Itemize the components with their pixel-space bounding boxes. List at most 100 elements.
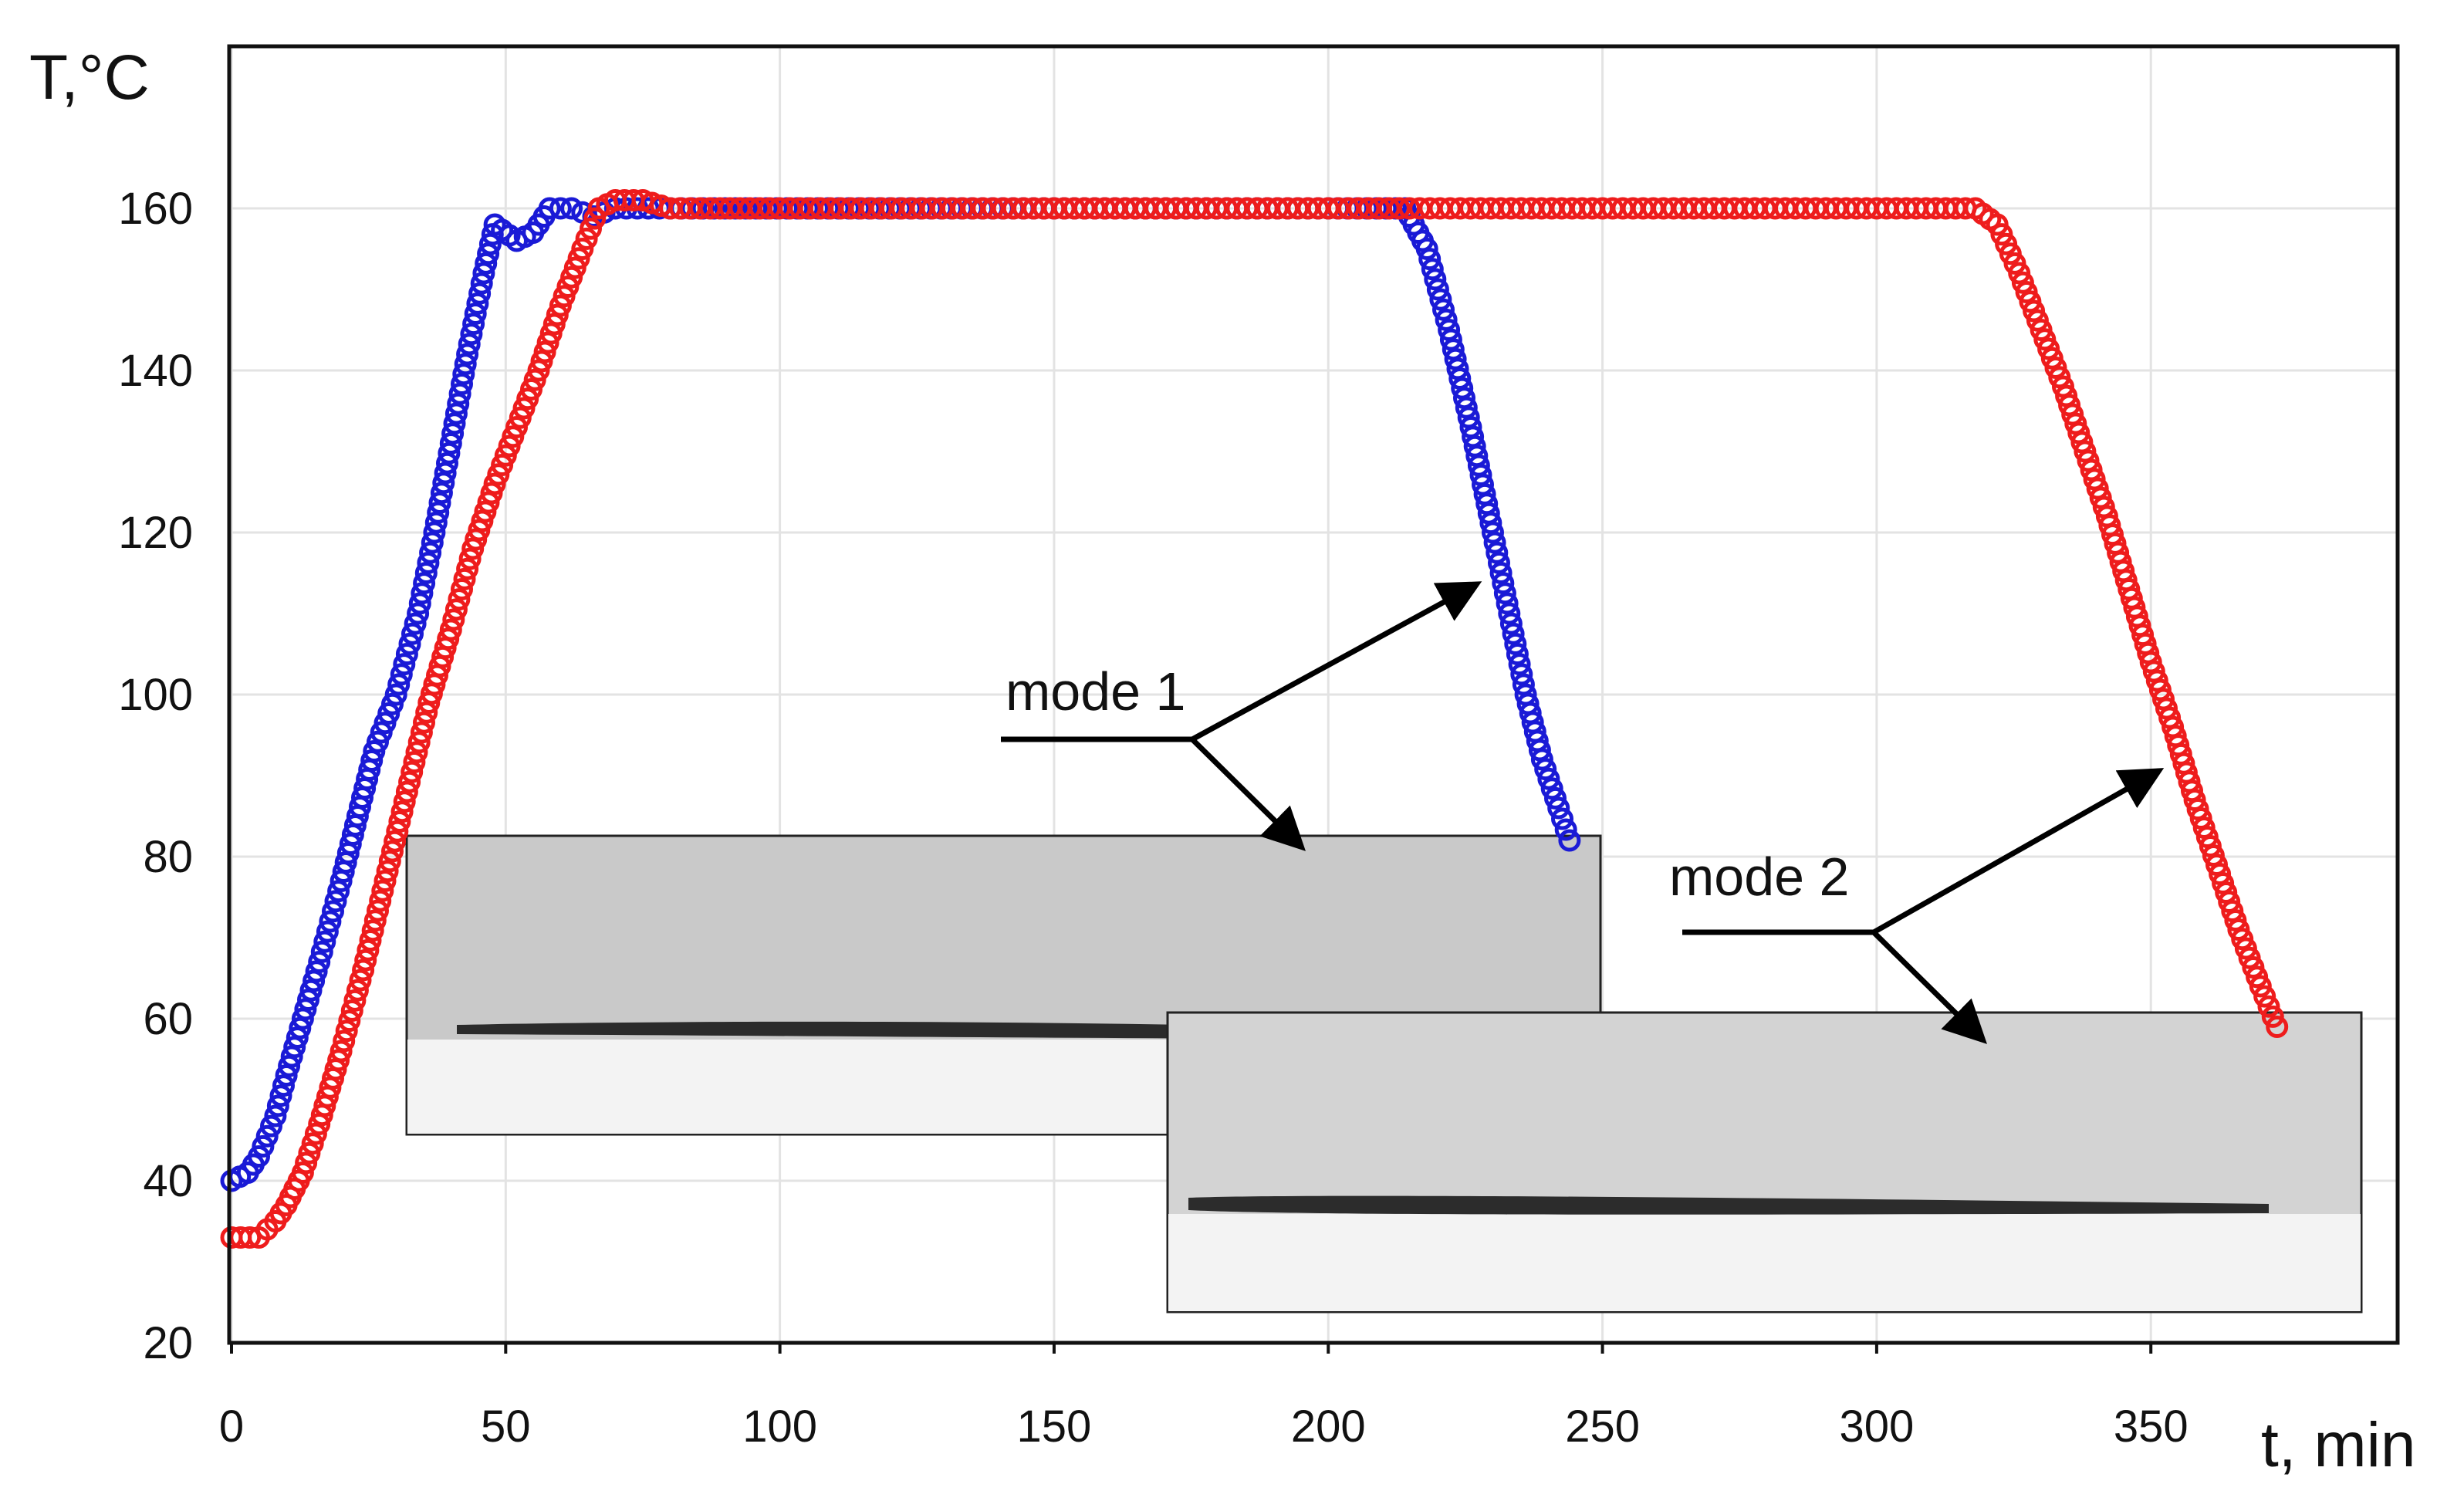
- data-series: [220, 189, 2289, 1249]
- data-point: [343, 989, 367, 1012]
- data-point: [1544, 786, 1567, 810]
- data-point: [390, 663, 413, 686]
- data-point: [305, 960, 328, 983]
- data-point: [359, 929, 382, 952]
- data-point: [1540, 777, 1563, 800]
- x-tick-label: 150: [1017, 1401, 1092, 1452]
- data-point: [301, 1132, 324, 1155]
- data-point: [252, 1134, 275, 1158]
- x-axis-title: t, min: [2261, 1410, 2415, 1480]
- data-point: [363, 909, 387, 932]
- data-point: [346, 979, 369, 1002]
- data-point: [386, 820, 409, 843]
- data-point: [414, 562, 438, 584]
- tick-labels: 20 40 60 80 100 120 140 160 0 50 100 150 200 250 300 35…: [118, 184, 2188, 1452]
- data-point: [295, 1151, 318, 1175]
- data-point: [434, 462, 457, 485]
- data-point: [1508, 653, 1531, 676]
- data-point: [238, 1226, 262, 1249]
- data-point: [388, 810, 411, 833]
- data-point: [1528, 739, 1551, 762]
- data-point: [1483, 531, 1506, 554]
- data-point: [357, 938, 380, 962]
- data-point: [448, 588, 471, 611]
- data-point: [2257, 995, 2280, 1018]
- data-point: [333, 1030, 356, 1053]
- data-point: [248, 1145, 270, 1168]
- y-tick-label: 160: [118, 184, 193, 234]
- data-point: [376, 860, 399, 883]
- x-tick-label: 200: [1291, 1401, 1366, 1452]
- data-point: [1547, 796, 1570, 820]
- data-point: [384, 683, 407, 706]
- data-point: [447, 392, 470, 415]
- data-point: [2249, 975, 2272, 998]
- data-point: [393, 790, 416, 813]
- data-point: [1558, 829, 1581, 852]
- data-point: [327, 1049, 350, 1072]
- data-point: [1502, 622, 1525, 645]
- data-point: [453, 567, 476, 590]
- data-point: [260, 1114, 282, 1138]
- data-point: [413, 572, 436, 595]
- data-point: [255, 1124, 279, 1148]
- data-point: [401, 622, 424, 645]
- y-tick-label: 20: [143, 1318, 193, 1368]
- data-point: [335, 1019, 358, 1043]
- data-point: [1418, 248, 1442, 271]
- series-2: [220, 189, 2289, 1249]
- mode-2-arrow-upper: [1872, 768, 2165, 935]
- data-point: [1537, 767, 1560, 790]
- data-point: [1493, 582, 1516, 605]
- data-point: [352, 958, 375, 982]
- data-point: [378, 850, 401, 873]
- data-point: [452, 363, 475, 386]
- data-point: [580, 217, 602, 240]
- data-point: [451, 578, 473, 600]
- data-point: [466, 292, 489, 315]
- data-point: [407, 731, 431, 754]
- data-point: [361, 919, 384, 942]
- data-point: [393, 653, 416, 676]
- data-point: [538, 197, 561, 220]
- data-point: [464, 303, 487, 325]
- data-point: [338, 1009, 361, 1033]
- data-point: [470, 272, 493, 295]
- y-tick-label: 60: [143, 994, 193, 1044]
- data-point: [571, 238, 594, 260]
- data-point: [371, 879, 394, 902]
- data-point: [319, 910, 342, 933]
- data-point: [583, 207, 607, 230]
- data-point: [304, 1122, 327, 1145]
- data-point: [266, 1094, 289, 1117]
- data-point: [2261, 1005, 2284, 1028]
- data-point: [456, 343, 479, 366]
- y-tick-label: 80: [143, 832, 193, 882]
- data-point: [373, 870, 397, 892]
- data-point: [423, 521, 446, 544]
- data-point: [1426, 278, 1449, 301]
- x-tick-label: 100: [742, 1401, 817, 1452]
- data-point: [408, 592, 431, 615]
- data-point: [340, 999, 363, 1022]
- x-tick-label: 350: [2114, 1401, 2189, 1452]
- data-point: [575, 227, 598, 250]
- x-tick-label: 50: [481, 1401, 531, 1452]
- data-point: [458, 333, 481, 356]
- data-point: [1429, 288, 1452, 311]
- data-point: [367, 899, 389, 922]
- data-point: [1415, 238, 1438, 260]
- data-point: [1489, 562, 1513, 584]
- data-point: [1499, 612, 1523, 635]
- data-point: [439, 618, 462, 641]
- data-point: [413, 711, 435, 734]
- data-point: [269, 1084, 292, 1107]
- data-point: [398, 770, 421, 793]
- data-point: [1510, 663, 1533, 686]
- data-point: [1421, 258, 1444, 281]
- data-point: [456, 557, 479, 580]
- data-point: [441, 422, 465, 445]
- y-tick-label: 120: [118, 508, 193, 558]
- data-point: [310, 940, 333, 963]
- data-point: [436, 451, 458, 475]
